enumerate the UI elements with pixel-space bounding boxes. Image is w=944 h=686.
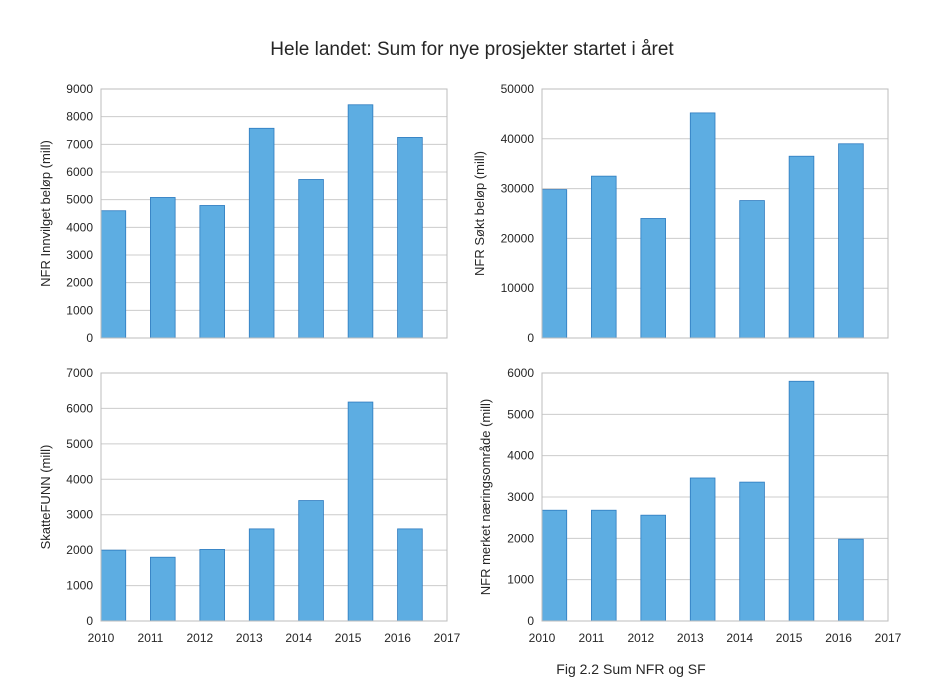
- chart-panel-3: 0 1000 2000 3000 4000 5000 6000 7000 2010 2011 201…: [38, 366, 461, 645]
- bar-2010: [541, 509, 568, 622]
- bar-2015: [788, 155, 815, 339]
- y-tick-label: 4000: [66, 472, 93, 486]
- y-tick-label: 30000: [501, 182, 535, 196]
- y-tick-label: 3000: [507, 490, 534, 504]
- y-tick-label: 40000: [501, 132, 535, 146]
- bar-2016: [838, 538, 864, 622]
- y-tick-label: 20000: [501, 231, 535, 245]
- x-tick-label: 2015: [776, 631, 803, 645]
- bar-2013: [248, 127, 275, 339]
- y-axis-label: NFR Innvilget beløp (mill): [38, 140, 53, 287]
- bar-2011: [591, 509, 617, 622]
- chart-panel-4: 0 1000 2000 3000 4000 5000 6000 2010 2011 2012 201…: [478, 366, 902, 645]
- bar-2010: [541, 189, 568, 339]
- x-tick-label: 2010: [529, 631, 556, 645]
- bar-2012: [640, 514, 666, 622]
- bar-2016: [397, 137, 423, 339]
- y-axis-label: NFR merket næringsområde (mill): [478, 399, 493, 595]
- plot-frame: [541, 372, 889, 622]
- bar-2013: [689, 477, 716, 622]
- y-tick-label: 1000: [507, 573, 534, 587]
- y-tick-label: 7000: [66, 137, 93, 151]
- bar-2014: [739, 481, 765, 622]
- x-tick-label: 2011: [579, 631, 605, 645]
- bar-2013: [689, 112, 716, 339]
- y-tick-label: 5000: [66, 193, 93, 207]
- y-tick-label: 2000: [507, 531, 534, 545]
- y-tick-label: 10000: [501, 281, 535, 295]
- y-tick-label: 6000: [66, 165, 93, 179]
- y-tick-label: 1000: [66, 303, 93, 317]
- y-tick-label: 9000: [66, 82, 93, 96]
- y-tick-label: 5000: [507, 407, 534, 421]
- bar-2015: [347, 401, 374, 622]
- x-tick-label: 2016: [384, 631, 411, 645]
- bar-2016: [838, 143, 864, 339]
- y-axis-label: NFR Søkt beløp (mill): [472, 151, 487, 276]
- bar-2015: [347, 104, 374, 339]
- x-tick-label: 2013: [236, 631, 263, 645]
- bar-2014: [298, 500, 324, 622]
- y-tick-label: 5000: [66, 437, 93, 451]
- chart-panel-1: 0 1000 2000 3000 4000 5000 6000 7000 8000 9000 NFR…: [38, 82, 448, 345]
- y-tick-label: 3000: [66, 508, 93, 522]
- y-tick-label: 0: [527, 614, 534, 628]
- bar-2013: [248, 528, 275, 622]
- figure-title: Hele landet: Sum for nye prosjekter star…: [270, 39, 674, 60]
- y-tick-label: 7000: [66, 366, 93, 380]
- plot-frame: [100, 88, 448, 339]
- bar-2015: [788, 380, 815, 622]
- bar-2011: [150, 556, 176, 622]
- y-tick-label: 0: [86, 331, 93, 345]
- x-tick-label: 2012: [628, 631, 655, 645]
- y-tick-label: 50000: [501, 82, 535, 96]
- y-tick-label: 4000: [507, 449, 534, 463]
- x-tick-label: 2017: [434, 631, 461, 645]
- y-tick-label: 6000: [507, 366, 534, 380]
- y-tick-label: 0: [527, 331, 534, 345]
- bar-2010: [100, 210, 127, 339]
- x-tick-label: 2013: [677, 631, 704, 645]
- bar-2012: [199, 205, 225, 339]
- x-tick-label: 2014: [726, 631, 753, 645]
- x-tick-label: 2017: [875, 631, 902, 645]
- y-tick-label: 3000: [66, 248, 93, 262]
- y-tick-label: 8000: [66, 110, 93, 124]
- bar-2016: [397, 528, 423, 622]
- y-tick-label: 0: [86, 614, 93, 628]
- x-tick-label: 2014: [285, 631, 312, 645]
- plot-frame: [100, 372, 448, 622]
- bar-2014: [739, 200, 765, 339]
- bar-2011: [150, 197, 176, 339]
- y-tick-label: 2000: [66, 543, 93, 557]
- bar-2012: [640, 218, 666, 339]
- x-tick-label: 2010: [88, 631, 115, 645]
- x-tick-label: 2016: [825, 631, 852, 645]
- plot-frame: [541, 88, 889, 339]
- bar-2014: [298, 179, 324, 339]
- x-tick-label: 2015: [335, 631, 362, 645]
- bar-2010: [100, 549, 127, 622]
- y-tick-label: 1000: [66, 579, 93, 593]
- x-tick-label: 2011: [138, 631, 164, 645]
- bar-2011: [591, 175, 617, 339]
- chart-panel-2: 0 10000 20000 30000 40000 50000 NFR Søkt beløp…: [472, 82, 889, 345]
- bar-2012: [199, 549, 225, 622]
- y-axis-label: SkatteFUNN (mill): [38, 445, 53, 550]
- figure-caption: Fig 2.2 Sum NFR og SF: [556, 661, 705, 677]
- chart-panels: 0 1000 2000 3000 4000 5000 6000 7000 8000 9000 NFR…: [38, 82, 902, 645]
- y-tick-label: 4000: [66, 220, 93, 234]
- y-tick-label: 6000: [66, 401, 93, 415]
- y-tick-label: 2000: [66, 276, 93, 290]
- x-tick-label: 2012: [187, 631, 214, 645]
